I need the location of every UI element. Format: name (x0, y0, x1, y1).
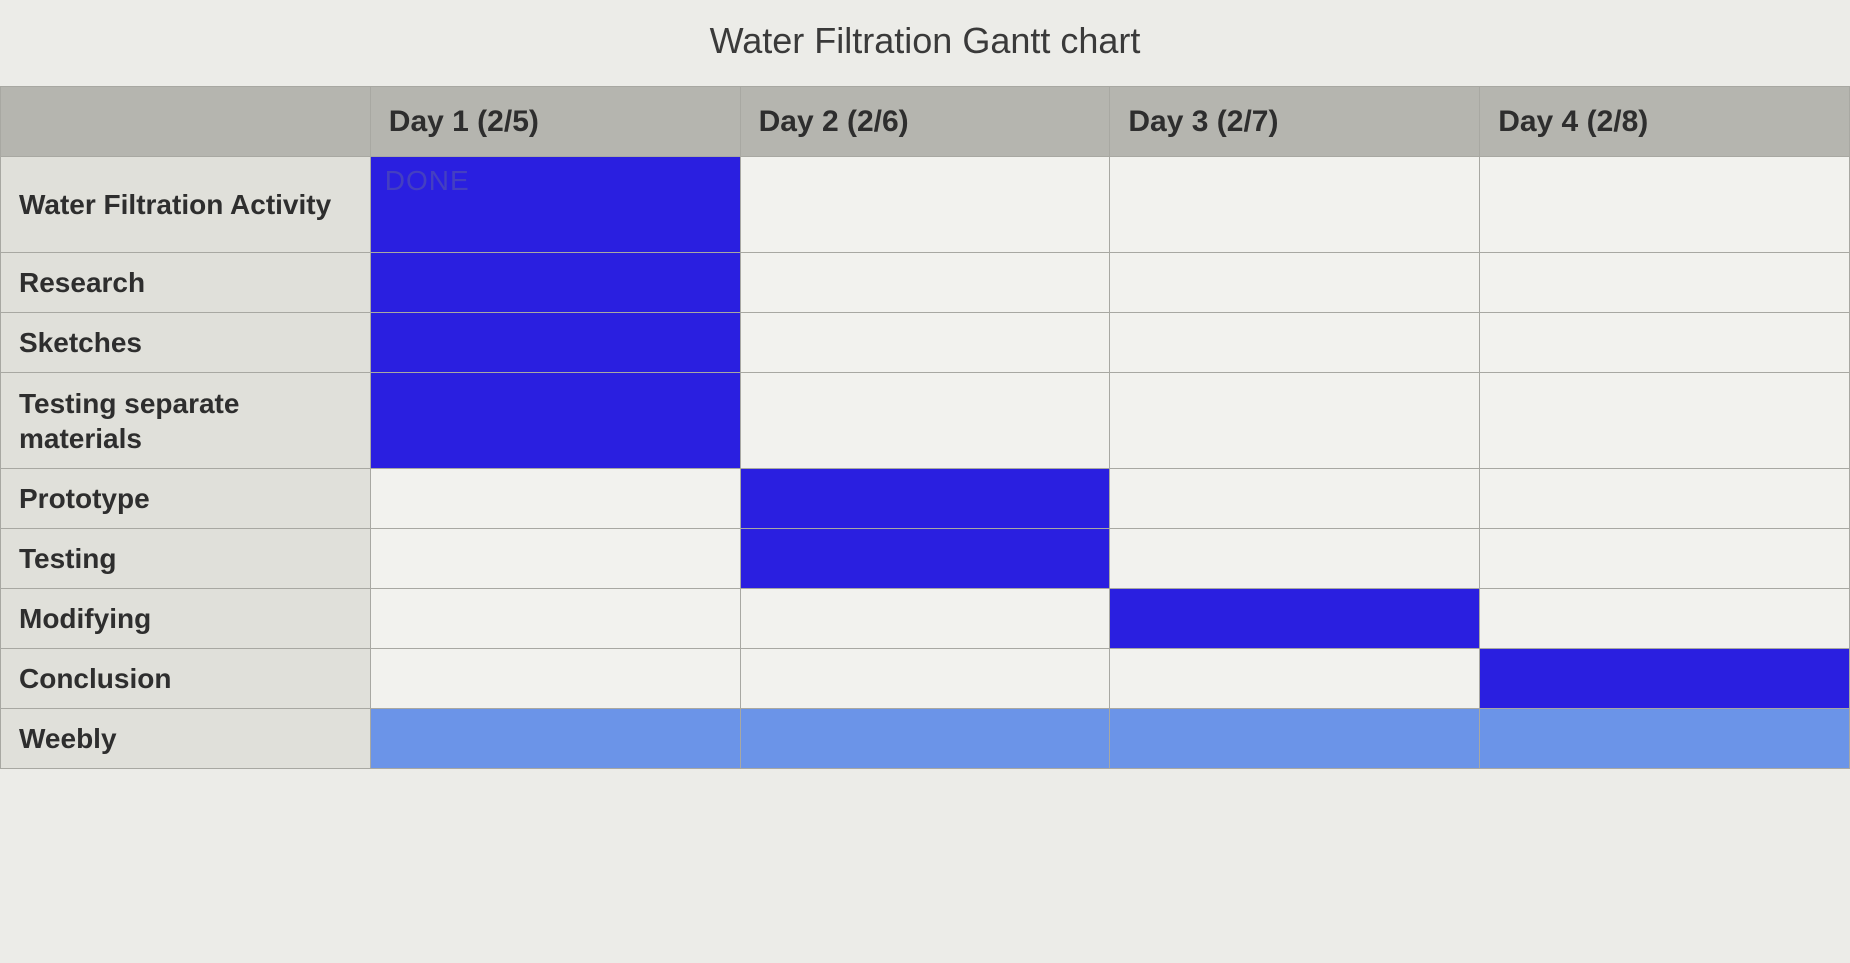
gantt-chart: Water Filtration Gantt chart Day 1 (2/5)… (0, 0, 1850, 769)
gantt-cell (370, 649, 740, 709)
table-row: Research (1, 253, 1850, 313)
cell-status-text: DONE (385, 165, 470, 197)
gantt-cell (370, 373, 740, 469)
gantt-cell (740, 649, 1110, 709)
table-body: Water Filtration Activity DONE ResearchSke… (1, 157, 1850, 769)
row-label: Weebly (1, 709, 371, 769)
gantt-cell (1110, 157, 1480, 253)
gantt-cell (740, 313, 1110, 373)
gantt-cell (1110, 589, 1480, 649)
row-label: Modifying (1, 589, 371, 649)
row-label: Sketches (1, 313, 371, 373)
gantt-cell (370, 529, 740, 589)
gantt-cell (740, 589, 1110, 649)
gantt-cell (1480, 373, 1850, 469)
row-label: Prototype (1, 469, 371, 529)
gantt-cell (370, 313, 740, 373)
gantt-cell (370, 253, 740, 313)
row-label: Testing separate materials (1, 373, 371, 469)
gantt-cell (1110, 709, 1480, 769)
row-label: Testing (1, 529, 371, 589)
table-head: Day 1 (2/5) Day 2 (2/6) Day 3 (2/7) Day … (1, 87, 1850, 157)
gantt-cell: DONE (370, 157, 740, 253)
table-row: Weebly (1, 709, 1850, 769)
gantt-cell (740, 157, 1110, 253)
table-row: Testing separate materials (1, 373, 1850, 469)
gantt-cell (1110, 529, 1480, 589)
gantt-cell (1110, 649, 1480, 709)
column-header: Day 4 (2/8) (1480, 87, 1850, 157)
row-label: Research (1, 253, 371, 313)
table-row: Testing (1, 529, 1850, 589)
gantt-cell (1110, 253, 1480, 313)
gantt-cell (1480, 649, 1850, 709)
gantt-cell (1480, 709, 1850, 769)
column-header: Day 2 (2/6) (740, 87, 1110, 157)
column-header: Day 3 (2/7) (1110, 87, 1480, 157)
table-row: Conclusion (1, 649, 1850, 709)
gantt-cell (740, 529, 1110, 589)
column-header: Day 1 (2/5) (370, 87, 740, 157)
gantt-cell (1480, 253, 1850, 313)
gantt-cell (370, 709, 740, 769)
table-row: Water Filtration Activity DONE (1, 157, 1850, 253)
table-row: Prototype (1, 469, 1850, 529)
gantt-cell (1110, 469, 1480, 529)
gantt-cell (370, 589, 740, 649)
table-row: Sketches (1, 313, 1850, 373)
gantt-cell (1480, 313, 1850, 373)
gantt-cell (740, 373, 1110, 469)
row-label: Conclusion (1, 649, 371, 709)
gantt-cell (1110, 313, 1480, 373)
chart-title: Water Filtration Gantt chart (0, 0, 1850, 86)
row-label: Water Filtration Activity (1, 157, 371, 253)
gantt-cell (740, 469, 1110, 529)
header-row: Day 1 (2/5) Day 2 (2/6) Day 3 (2/7) Day … (1, 87, 1850, 157)
gantt-cell (1480, 157, 1850, 253)
gantt-cell (1110, 373, 1480, 469)
gantt-cell (1480, 529, 1850, 589)
gantt-cell (740, 709, 1110, 769)
header-corner (1, 87, 371, 157)
gantt-cell (1480, 589, 1850, 649)
gantt-cell (370, 469, 740, 529)
gantt-table: Day 1 (2/5) Day 2 (2/6) Day 3 (2/7) Day … (0, 86, 1850, 769)
table-row: Modifying (1, 589, 1850, 649)
gantt-cell (740, 253, 1110, 313)
gantt-cell (1480, 469, 1850, 529)
